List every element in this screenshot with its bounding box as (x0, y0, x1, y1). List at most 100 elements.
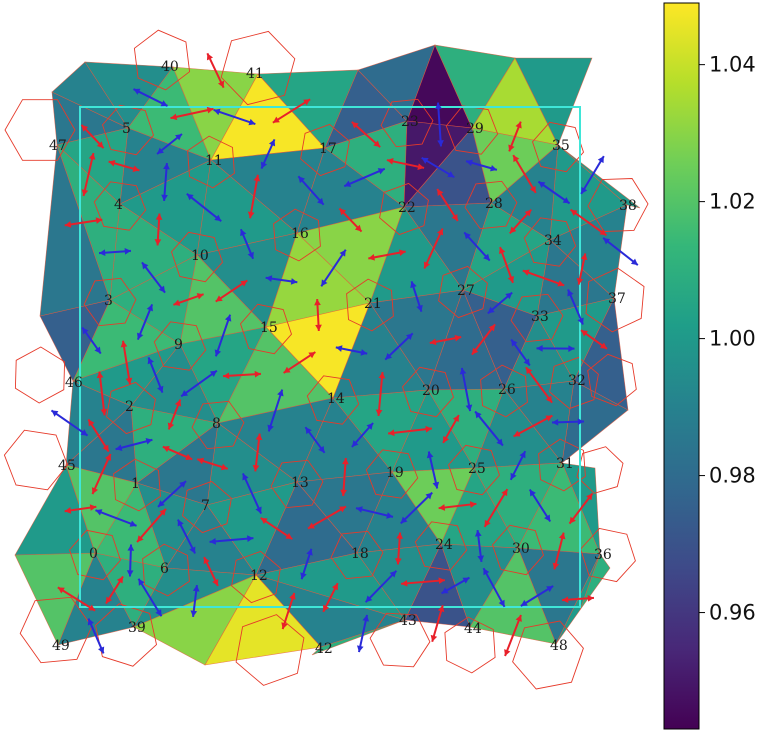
displacement-arrow (465, 159, 498, 172)
displacement-arrow (64, 217, 103, 228)
displacement-arrow (552, 532, 566, 570)
displacement-arrow (561, 594, 595, 604)
node-label: 23 (401, 114, 419, 130)
displacement-arrow (509, 450, 527, 481)
voronoi-ring (187, 135, 235, 189)
displacement-arrow (388, 425, 432, 437)
voronoi-ring (273, 208, 321, 262)
displacement-arrow (463, 231, 491, 262)
voronoi-ring (491, 524, 545, 576)
colorbar-tick-label: 1.04 (709, 53, 756, 77)
displacement-arrow (154, 213, 163, 246)
displacement-arrow (375, 372, 386, 416)
voronoi-ring (587, 353, 637, 407)
node-label: 39 (128, 620, 146, 636)
voronoi-ring (14, 346, 66, 404)
node-label: 44 (464, 621, 482, 637)
node-label: 18 (351, 546, 369, 562)
displacement-arrow (162, 445, 193, 461)
voronoi-ring (239, 303, 293, 355)
displacement-arrow (504, 614, 522, 657)
voronoi-ring (480, 364, 528, 418)
displacement-arrow (430, 604, 445, 643)
voronoi-ring (365, 449, 419, 499)
displacement-arrow (474, 410, 504, 447)
node-label: 48 (550, 638, 568, 654)
displacement-arrow (137, 578, 163, 617)
node-label: 40 (161, 59, 179, 75)
displacement-arrow (400, 577, 446, 587)
displacement-arrow (509, 208, 532, 235)
voronoi-ring (231, 550, 281, 604)
voronoi-ring (19, 596, 93, 664)
displacement-arrow (136, 304, 154, 340)
voronoi-ring (153, 321, 207, 371)
displacement-arrow (157, 480, 187, 508)
displacement-arrow (133, 88, 168, 107)
displacement-arrow (247, 174, 261, 219)
displacement-arrow (442, 414, 460, 444)
voronoi-ring (142, 543, 190, 597)
displacement-arrow (115, 438, 153, 451)
displacement-arrow (568, 492, 594, 525)
displacement-arrow (498, 246, 515, 284)
displacement-arrow (260, 517, 293, 540)
colorbar-tick-label: 0.96 (709, 601, 756, 625)
displacement-arrow (580, 155, 605, 195)
displacement-arrow (386, 158, 425, 170)
displacement-arrow (335, 345, 368, 356)
voronoi-ring (414, 521, 468, 571)
displacement-arrow (307, 505, 347, 530)
node-label: 33 (531, 309, 549, 325)
voronoi-ring (95, 603, 157, 667)
displacement-arrow (567, 289, 584, 325)
displacement-arrow (161, 162, 170, 202)
node-label: 14 (327, 391, 345, 407)
displacement-arrow (173, 293, 204, 306)
displacement-arrow (580, 329, 608, 350)
displacement-arrow (214, 314, 232, 357)
displacement-arrow (436, 188, 459, 222)
displacement-arrow (267, 389, 284, 432)
node-label: 5 (122, 121, 131, 137)
voronoi-ring (220, 30, 296, 106)
displacement-arrow (421, 156, 455, 179)
displacement-arrow (272, 98, 311, 124)
node-label: 6 (160, 561, 169, 577)
displacement-arrow (81, 326, 102, 355)
displacement-arrow (281, 592, 296, 630)
displacement-arrow (487, 291, 513, 315)
displacement-arrow (297, 175, 325, 206)
displacement-arrow (394, 532, 404, 565)
displacement-arrow (483, 488, 509, 528)
node-label: 8 (212, 416, 221, 432)
displacement-arrow (203, 556, 219, 587)
node-label: 34 (544, 233, 562, 249)
displacement-arrow (265, 275, 298, 285)
voronoi-ring (576, 446, 624, 494)
voronoi-ring (170, 231, 224, 283)
displacement-arrow (441, 576, 470, 595)
voronoi-ring (330, 530, 384, 580)
displacement-arrows (50, 52, 639, 657)
voronoi-ring (68, 529, 122, 581)
displacement-arrow (141, 261, 166, 294)
displacement-arrow (536, 345, 575, 352)
displacement-arrow (602, 237, 639, 266)
displacement-arrow (528, 488, 552, 523)
displacement-arrow (87, 418, 110, 453)
displacement-arrow (91, 453, 112, 495)
displacement-arrow (81, 152, 96, 197)
displacement-arrow (351, 422, 374, 448)
displacement-arrow (80, 124, 105, 149)
node-label: 16 (291, 226, 309, 242)
voronoi-ring (538, 438, 586, 492)
displacement-arrow (426, 451, 440, 489)
voronoi-ring (3, 429, 69, 491)
node-label: 38 (619, 198, 637, 214)
node-label: 7 (201, 498, 210, 514)
displacement-arrow (170, 106, 214, 121)
displacement-arrow (525, 366, 553, 404)
voronoi-ring (379, 182, 429, 236)
colorbar-bar (663, 2, 700, 730)
